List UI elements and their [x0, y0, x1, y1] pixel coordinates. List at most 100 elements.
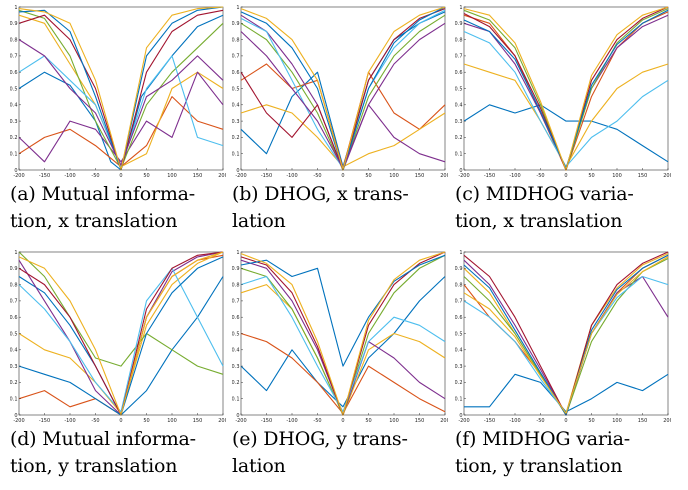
x-tick-label: 50 — [143, 173, 149, 179]
y-tick-label: 1 — [459, 250, 462, 256]
caption-d: (d) Mutual informa- tion, y translation — [10, 428, 196, 477]
plot-d: -200 -150 -100 -50 0 50 100 150 200 0 0.1 0.2 0.3 0.4… — [10, 250, 226, 425]
x-tick-label: 100 — [389, 418, 399, 424]
series-line — [18, 71, 224, 163]
y-tick-label: 0.8 — [455, 282, 463, 288]
y-tick-label: 0.2 — [10, 380, 18, 386]
series-line — [18, 14, 224, 171]
y-tick-label: 0 — [236, 413, 239, 419]
subfigure-a: -200 -150 -100 -50 0 50 100 150 200 0 0.1 0.2 0.3 0.4… — [10, 5, 226, 245]
caption-a: (a) Mutual informa- tion, x translation — [10, 183, 196, 232]
plot-f: -200 -150 -100 -50 0 50 100 150 200 0 0.1 0.2 0.3 0.4… — [455, 250, 671, 425]
y-tick-label: 0.5 — [232, 86, 240, 92]
y-tick-label: 1 — [14, 5, 17, 11]
chart-svg: -200 -150 -100 -50 0 50 100 150 200 0 0.1 0.2 0.3 0.4… — [10, 250, 226, 424]
y-tick-label: 0.3 — [10, 119, 18, 125]
chart-svg: -200 -150 -100 -50 0 50 100 150 200 0 0.1 0.2 0.3 0.4… — [232, 5, 448, 179]
y-tick-label: 0.4 — [455, 103, 463, 109]
y-tick-label: 0.5 — [10, 331, 18, 337]
y-tick-label: 0.3 — [232, 119, 240, 125]
plot-b: -200 -150 -100 -50 0 50 100 150 200 0 0.1 0.2 0.3 0.4… — [232, 5, 448, 180]
chart-svg: -200 -150 -100 -50 0 50 100 150 200 0 0.1 0.2 0.3 0.4… — [455, 5, 671, 179]
x-tick-label: -50 — [91, 173, 99, 179]
y-tick-label: 0.7 — [232, 299, 240, 305]
y-tick-label: 0.6 — [455, 315, 463, 321]
y-tick-label: 0.9 — [232, 21, 240, 27]
x-tick-label: -100 — [509, 418, 520, 424]
chart-svg: -200 -150 -100 -50 0 50 100 150 200 0 0.1 0.2 0.3 0.4… — [455, 250, 671, 424]
y-tick-label: 0.3 — [10, 364, 18, 370]
x-tick-label: -50 — [313, 173, 321, 179]
series-line — [18, 251, 224, 375]
x-tick-label: 50 — [365, 418, 371, 424]
y-tick-label: 0.2 — [10, 135, 18, 141]
x-tick-label: 100 — [167, 173, 177, 179]
x-tick-label: -200 — [235, 418, 246, 424]
y-tick-label: 0.5 — [455, 331, 463, 337]
y-tick-label: 0.8 — [455, 37, 463, 43]
series-line — [240, 276, 446, 408]
plot-c: -200 -150 -100 -50 0 50 100 150 200 0 0.1 0.2 0.3 0.4… — [455, 5, 671, 180]
y-tick-label: 0.7 — [10, 54, 18, 60]
x-tick-label: 50 — [365, 173, 371, 179]
plot-area — [240, 251, 446, 416]
series-line — [240, 254, 446, 367]
y-tick-label: 0.6 — [10, 315, 18, 321]
series-line — [463, 104, 669, 163]
x-tick-label: 100 — [389, 173, 399, 179]
y-tick-label: 0.1 — [455, 397, 463, 403]
subfigure-c: -200 -150 -100 -50 0 50 100 150 200 0 0.1 0.2 0.3 0.4… — [455, 5, 671, 245]
y-tick-label: 0.1 — [232, 152, 240, 158]
x-tick-label: 150 — [638, 418, 648, 424]
x-tick-label: 150 — [638, 173, 648, 179]
x-tick-label: 150 — [193, 418, 203, 424]
x-tick-label: -200 — [13, 418, 24, 424]
x-tick-label: 100 — [612, 418, 622, 424]
y-tick-label: 1 — [236, 250, 239, 256]
subfigure-d: -200 -150 -100 -50 0 50 100 150 200 0 0.1 0.2 0.3 0.4… — [10, 250, 226, 490]
y-tick-label: 0.7 — [232, 54, 240, 60]
x-tick-label: 0 — [341, 418, 344, 424]
x-tick-label: -200 — [458, 418, 469, 424]
y-tick-label: 0.9 — [10, 266, 18, 272]
y-tick-label: 0.1 — [455, 152, 463, 158]
y-tick-label: 0 — [14, 413, 17, 419]
y-tick-label: 0.2 — [232, 380, 240, 386]
caption-b: (b) DHOG, x trans- lation — [232, 183, 409, 232]
x-tick-label: -150 — [261, 173, 272, 179]
x-tick-label: -50 — [91, 418, 99, 424]
chart-svg: -200 -150 -100 -50 0 50 100 150 200 0 0.1 0.2 0.3 0.4… — [232, 250, 448, 424]
y-tick-label: 0.4 — [232, 348, 240, 354]
x-tick-label: 200 — [663, 418, 671, 424]
plot-e: -200 -150 -100 -50 0 50 100 150 200 0 0.1 0.2 0.3 0.4… — [232, 250, 448, 425]
y-tick-label: 0.7 — [455, 299, 463, 305]
x-tick-label: 200 — [663, 173, 671, 179]
y-tick-label: 0.6 — [10, 70, 18, 76]
y-tick-label: 0.6 — [455, 70, 463, 76]
x-tick-label: -150 — [261, 418, 272, 424]
x-tick-label: 200 — [218, 173, 226, 179]
x-tick-label: 150 — [193, 173, 203, 179]
x-tick-label: 0 — [341, 173, 344, 179]
x-tick-label: 200 — [440, 173, 448, 179]
y-tick-label: 0.9 — [10, 21, 18, 27]
y-tick-label: 0.9 — [232, 266, 240, 272]
subfigure-b: -200 -150 -100 -50 0 50 100 150 200 0 0.1 0.2 0.3 0.4… — [232, 5, 448, 245]
x-tick-label: 0 — [119, 173, 122, 179]
y-tick-label: 0 — [459, 413, 462, 419]
x-tick-label: 0 — [564, 418, 567, 424]
plot-a: -200 -150 -100 -50 0 50 100 150 200 0 0.1 0.2 0.3 0.4… — [10, 5, 226, 180]
y-tick-label: 0.7 — [10, 299, 18, 305]
x-tick-label: -100 — [286, 418, 297, 424]
y-tick-label: 0.4 — [232, 103, 240, 109]
y-tick-label: 0.3 — [455, 364, 463, 370]
x-tick-label: 150 — [415, 418, 425, 424]
y-tick-label: 0.8 — [232, 282, 240, 288]
x-tick-label: -50 — [536, 173, 544, 179]
caption-e: (e) DHOG, y trans- lation — [232, 428, 408, 477]
x-tick-label: -150 — [484, 173, 495, 179]
x-tick-label: -150 — [39, 418, 50, 424]
plot-area — [18, 251, 224, 416]
x-tick-label: -150 — [484, 418, 495, 424]
y-tick-label: 0.6 — [232, 315, 240, 321]
